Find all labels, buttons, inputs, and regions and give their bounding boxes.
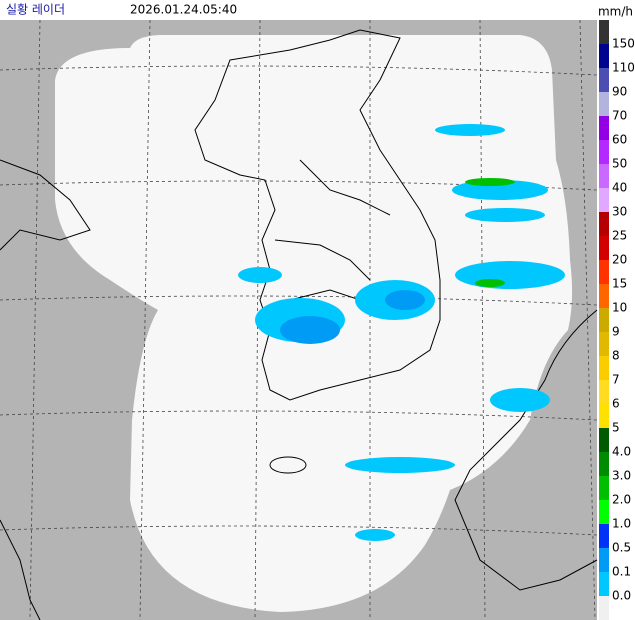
legend-label: 30 [612,205,627,219]
legend-swatch [599,404,609,428]
legend-swatch [599,236,609,260]
legend-label: 10 [612,301,627,315]
legend-label: 90 [612,85,627,99]
legend-label: 5 [612,421,620,435]
legend-label: 110 [612,61,635,75]
title: 실황 레이더 [6,3,65,17]
legend-swatch [599,428,609,452]
legend-top-swatch [599,20,609,44]
legend-swatch [599,548,609,572]
legend-label: 1.0 [612,517,631,531]
legend-swatch [599,452,609,476]
legend-bottom-swatch [599,596,609,620]
legend-swatch [599,164,609,188]
legend-swatch [599,380,609,404]
legend-label: 20 [612,253,627,267]
legend-label: 40 [612,181,627,195]
legend-swatch [599,332,609,356]
legend-label: 50 [612,157,627,171]
unit: mm/h [598,5,633,19]
legend-label: 25 [612,229,627,243]
legend-label: 7 [612,373,620,387]
legend-swatch [599,524,609,548]
legend-label: 3.0 [612,469,631,483]
legend-label: 150 [612,37,635,51]
legend-swatch [599,500,609,524]
legend-label: 0.5 [612,541,631,555]
legend-swatch [599,212,609,236]
legend-swatch [599,476,609,500]
legend-swatch [599,44,609,68]
legend-label: 15 [612,277,627,291]
legend-swatch [599,284,609,308]
legend-swatch [599,356,609,380]
legend-label: 8 [612,349,620,363]
legend-swatch [599,68,609,92]
legend-swatch [599,188,609,212]
legend-label: 9 [612,325,620,339]
legend-swatch [599,572,609,596]
timestamp: 2026.01.24.05:40 [130,3,237,17]
legend-swatch [599,308,609,332]
legend-label: 60 [612,133,627,147]
legend-swatch [599,116,609,140]
legend-swatch [599,92,609,116]
legend-label: 4.0 [612,445,631,459]
legend-swatch [599,260,609,284]
precipitation [238,124,565,541]
legend-label: 0.0 [612,589,631,603]
legend-label: 0.1 [612,565,631,579]
legend: 150 110 90 70 60 50 40 30 25 20 15 10 9 8 7 6 5 4.0 3.0 2.0… [599,20,635,620]
legend-swatch [599,140,609,164]
legend-label: 70 [612,109,627,123]
legend-label: 2.0 [612,493,631,507]
legend-label: 6 [612,397,620,411]
map [0,19,598,620]
